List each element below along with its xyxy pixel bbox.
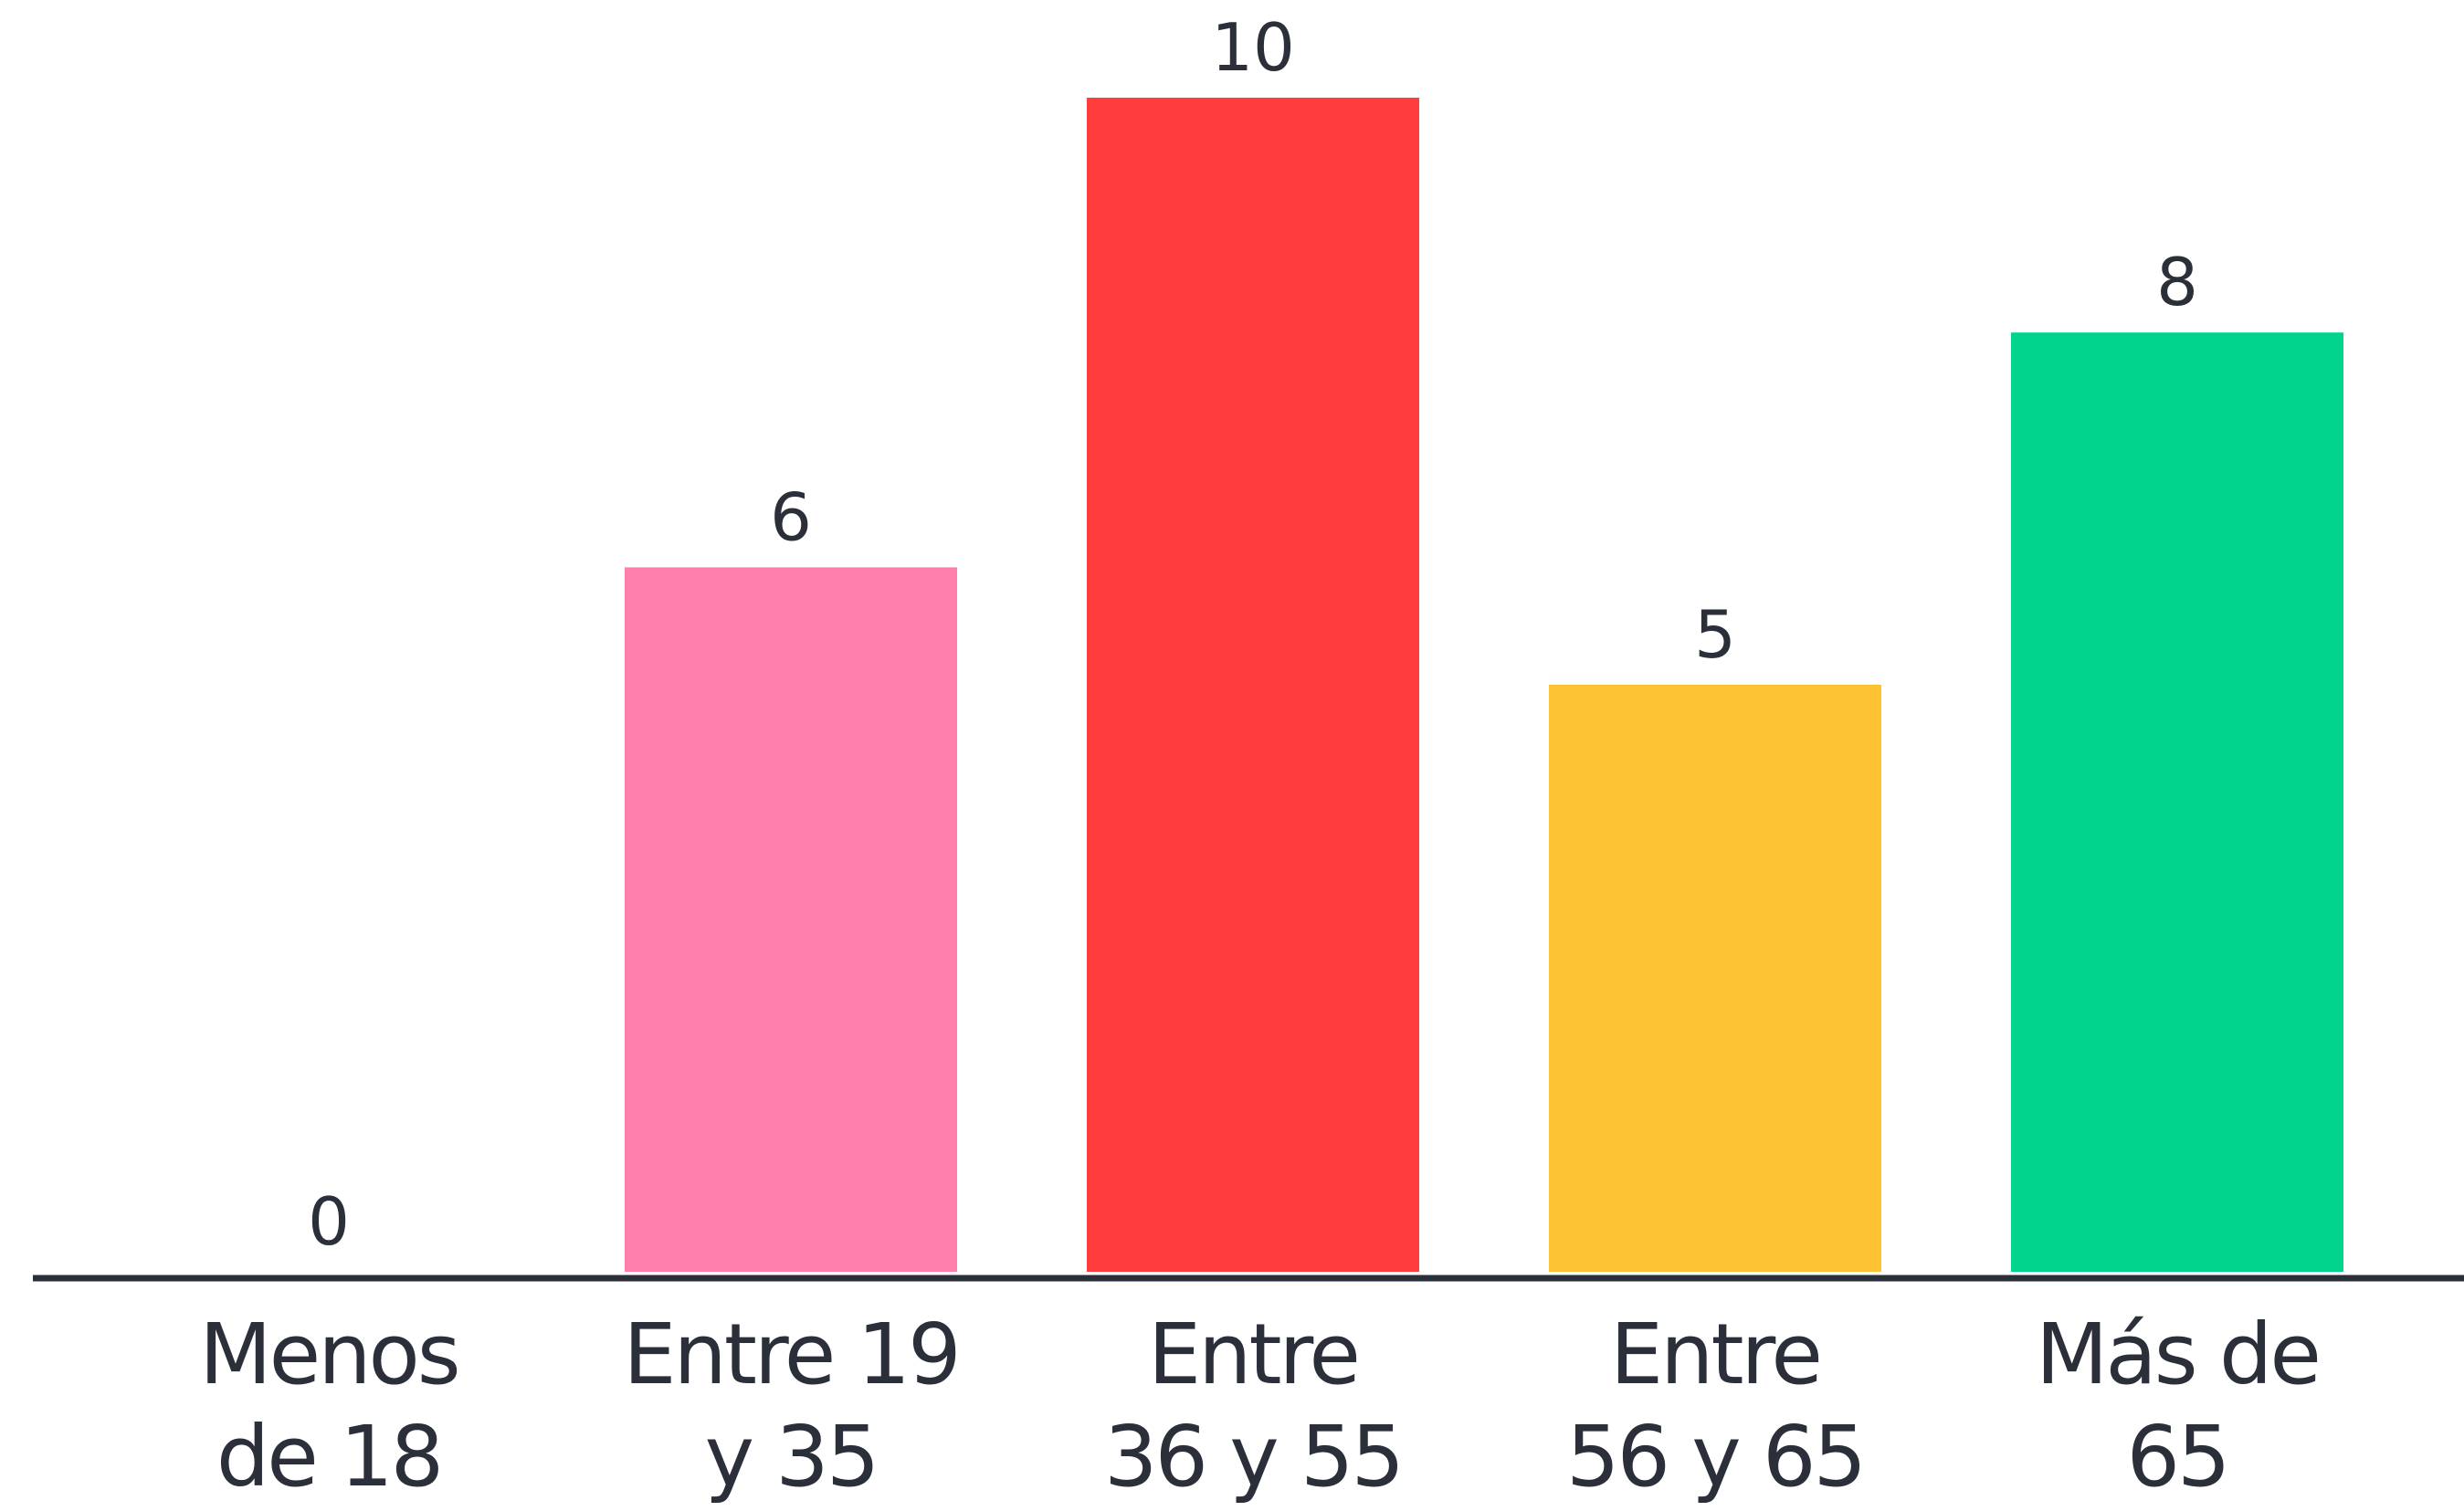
value-label-entre-19-y-35: 6 — [770, 478, 812, 555]
category-label-line: de 18 — [216, 1408, 441, 1506]
category-label-line: Más de — [2036, 1306, 2319, 1403]
value-label-mas-de-65: 8 — [2156, 244, 2198, 320]
category-label-line: Menos — [199, 1306, 458, 1403]
category-label-entre-19-y-35: Entre 19 y 35 — [623, 1306, 958, 1506]
category-label-entre-36-y-55: Entre 36 y 55 — [1104, 1306, 1402, 1506]
category-label-menos-de-18: Menos de 18 — [199, 1306, 458, 1506]
category-label-line: 65 — [2126, 1408, 2227, 1506]
value-label-entre-36-y-55: 10 — [1211, 9, 1295, 86]
value-labels-group: 0 6 10 5 8 — [308, 9, 2198, 1260]
category-label-line: 56 y 65 — [1566, 1408, 1864, 1506]
value-label-entre-56-y-65: 5 — [1694, 596, 1736, 673]
category-label-line: y 35 — [705, 1408, 878, 1506]
bars-group — [625, 98, 2343, 1273]
category-label-line: Entre — [1610, 1306, 1820, 1403]
category-label-entre-56-y-65: Entre 56 y 65 — [1566, 1306, 1864, 1506]
bar-entre-19-y-35 — [625, 567, 957, 1272]
category-label-line: Entre 19 — [623, 1306, 958, 1403]
bar-entre-56-y-65 — [1549, 685, 1881, 1272]
bar-mas-de-65 — [2011, 332, 2343, 1273]
value-label-menos-de-18: 0 — [308, 1183, 350, 1260]
bar-entre-36-y-55 — [1087, 98, 1419, 1272]
category-label-mas-de-65: Más de 65 — [2036, 1306, 2319, 1506]
category-label-line: 36 y 55 — [1104, 1408, 1402, 1506]
category-label-line: Entre — [1148, 1306, 1358, 1403]
